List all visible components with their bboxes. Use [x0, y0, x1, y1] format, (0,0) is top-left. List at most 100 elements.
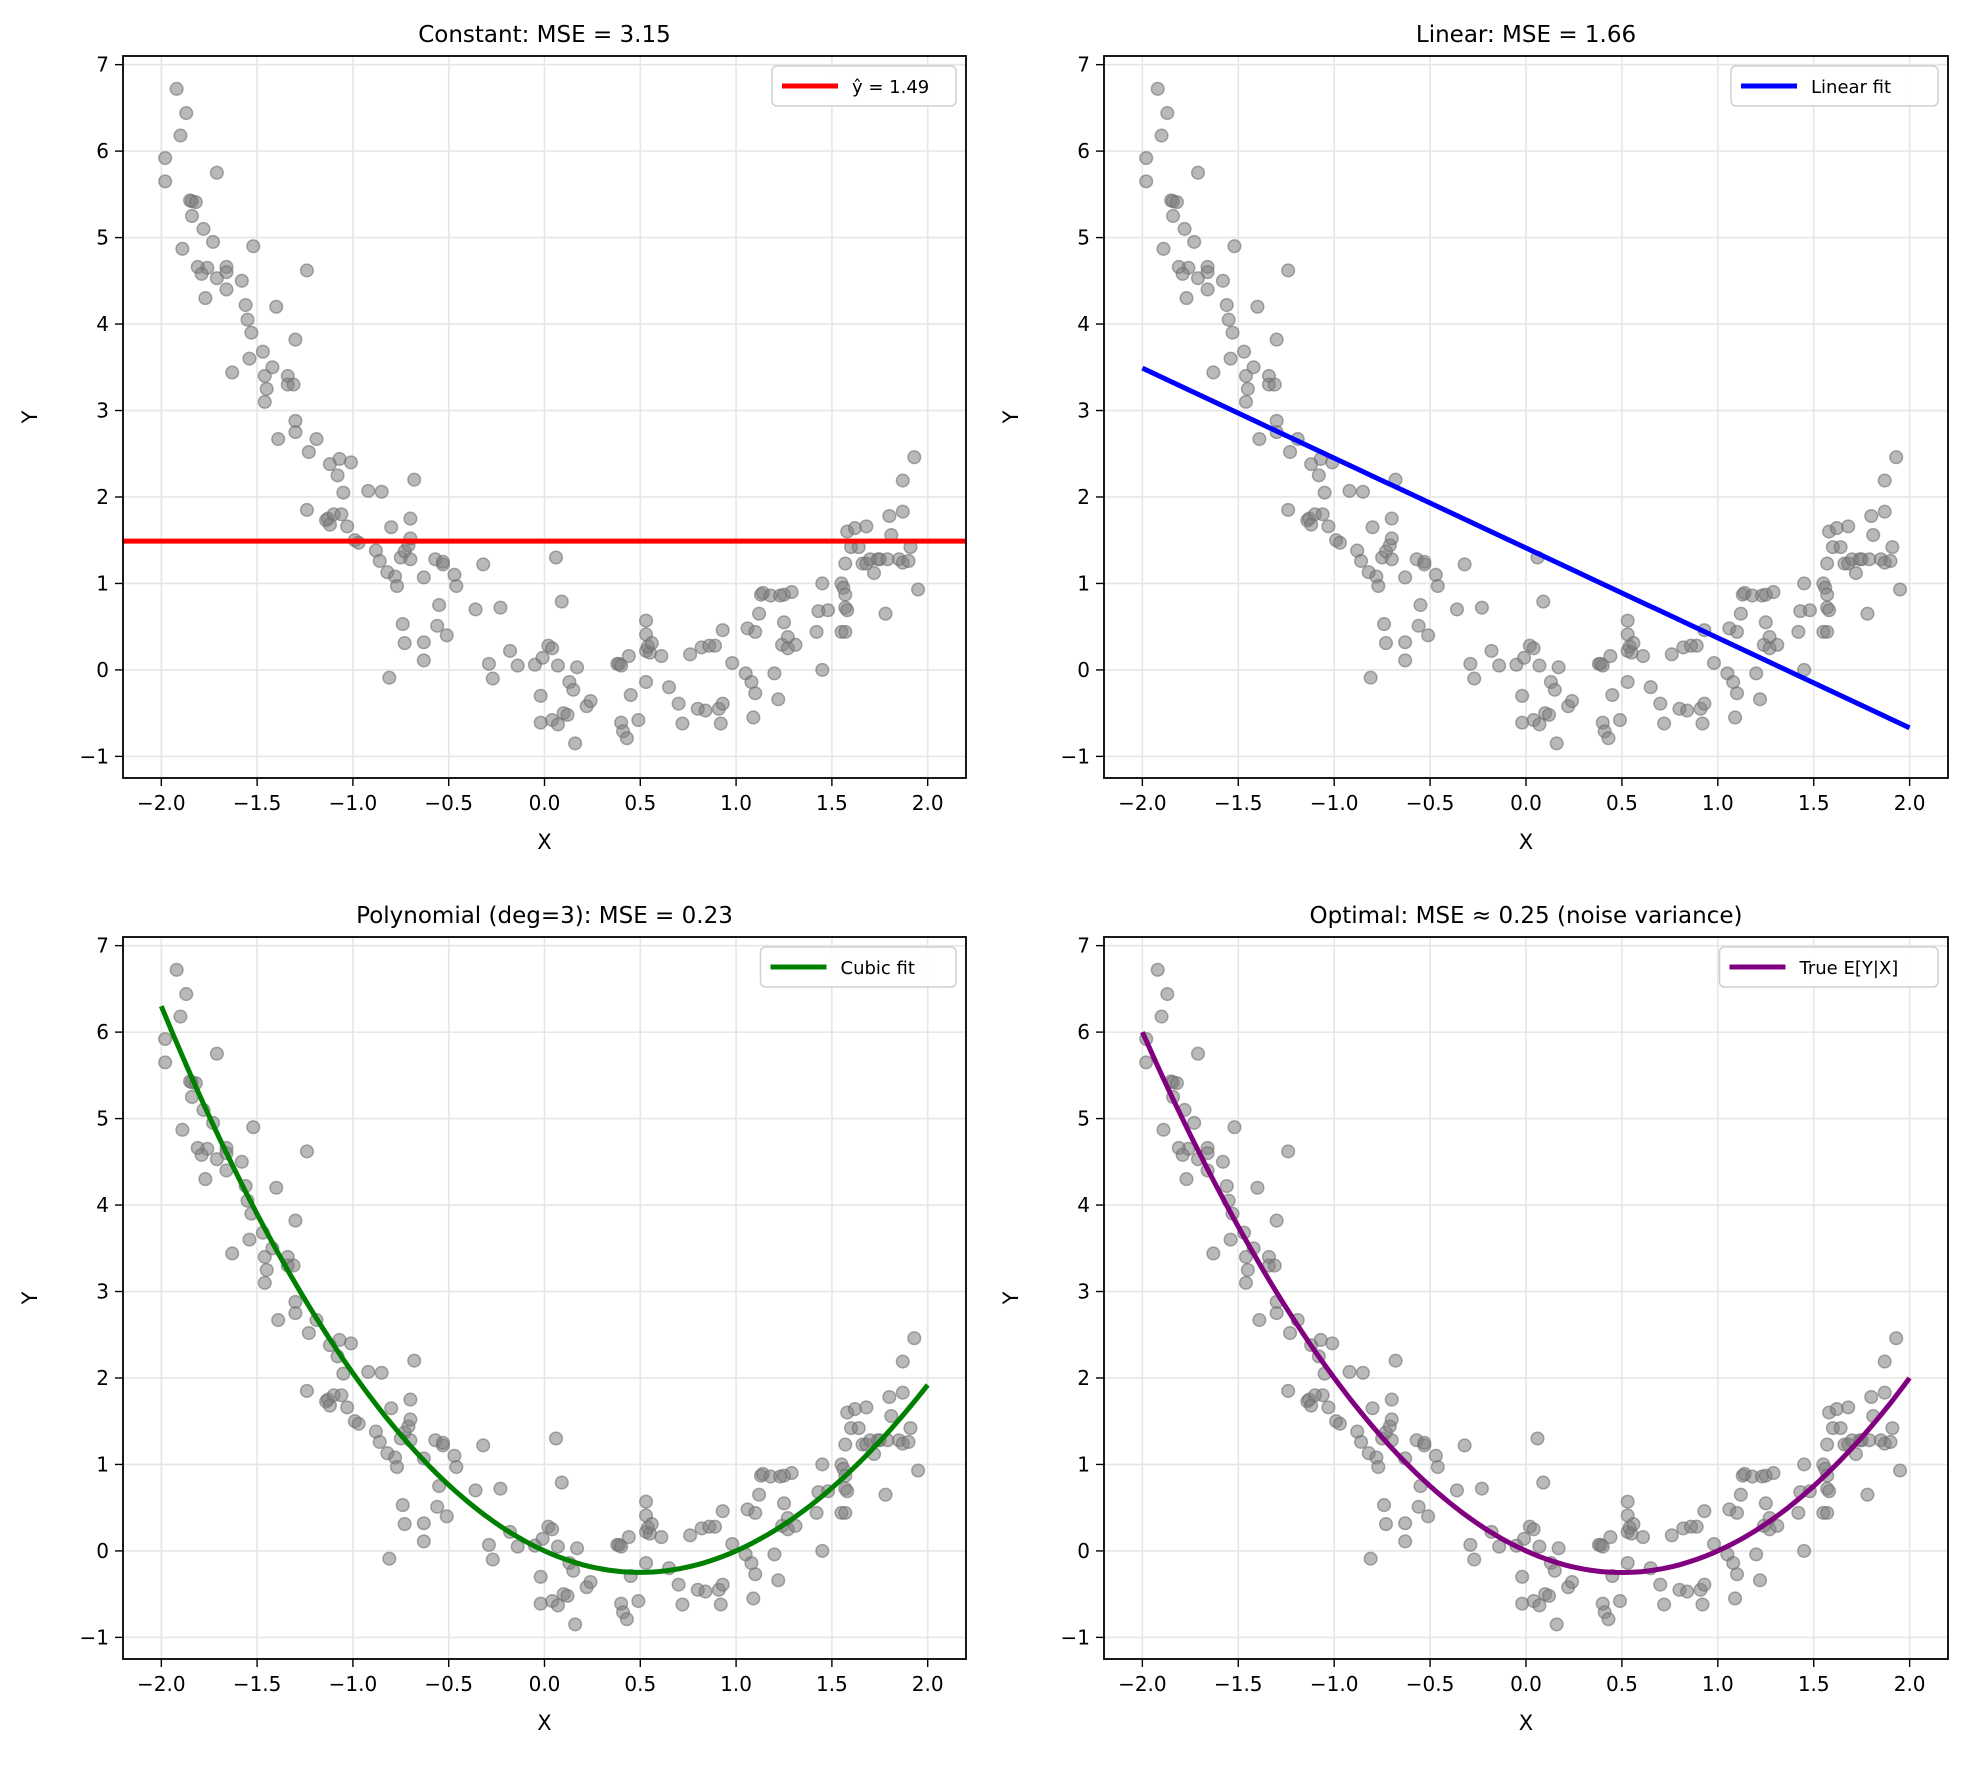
data-point: [476, 1438, 491, 1453]
x-tick-label: 1.5: [816, 791, 848, 815]
data-point: [1517, 650, 1532, 665]
data-point: [1421, 628, 1436, 643]
data-point: [1541, 707, 1557, 722]
data-point: [1384, 1412, 1399, 1427]
data-point: [1206, 1246, 1221, 1261]
data-point: [1175, 266, 1190, 281]
y-tick-label: 2: [96, 485, 109, 509]
data-point: [707, 1519, 723, 1534]
data-point: [560, 707, 575, 722]
data-point: [439, 1509, 454, 1524]
data-point: [840, 603, 855, 618]
data-point: [752, 1487, 767, 1502]
data-point: [550, 1539, 565, 1554]
data-point: [1223, 351, 1238, 366]
data-point: [449, 1459, 464, 1475]
data-point: [158, 174, 173, 189]
data-point: [1215, 273, 1230, 288]
data-point: [205, 234, 221, 249]
legend-label: True E[Y|X]: [1799, 958, 1899, 979]
data-point: [884, 1408, 899, 1424]
x-axis-label: X: [537, 830, 551, 854]
data-point: [1417, 554, 1432, 569]
data-point: [1620, 613, 1635, 628]
data-point: [788, 637, 803, 652]
data-point: [1353, 553, 1369, 569]
data-point: [1766, 1466, 1781, 1481]
data-point: [416, 635, 431, 650]
data-point: [815, 576, 830, 591]
data-point: [1219, 297, 1234, 313]
x-tick-label: −1.0: [1310, 791, 1359, 815]
data-point: [776, 1496, 792, 1511]
data-point: [1156, 241, 1171, 256]
data-point: [1413, 598, 1428, 613]
legend-box: [1718, 946, 1939, 988]
data-point: [1252, 1312, 1267, 1328]
y-tick-label: 6: [96, 139, 109, 163]
data-point: [1603, 1530, 1618, 1545]
data-point: [288, 1213, 303, 1228]
data-point: [698, 1584, 713, 1599]
fit-line: [1140, 1031, 1912, 1576]
data-point: [1150, 81, 1165, 96]
data-point: [748, 624, 763, 639]
data-point: [301, 444, 316, 460]
data-point: [1892, 582, 1908, 597]
legend: ŷ = 1.49: [771, 65, 957, 107]
data-point: [1829, 521, 1844, 536]
data-point: [242, 351, 257, 366]
legend-box: [1730, 65, 1939, 107]
data-point: [1313, 1332, 1328, 1347]
x-tick-label: 1.0: [1702, 1672, 1734, 1696]
data-point: [1463, 1537, 1478, 1552]
y-tick-label: −1: [80, 1625, 109, 1649]
data-point: [468, 1483, 483, 1498]
data-point: [901, 1434, 916, 1450]
data-point: [288, 425, 303, 440]
legend: True E[Y|X]: [1718, 946, 1939, 988]
data-point: [1620, 1555, 1635, 1571]
data-point: [1664, 647, 1679, 662]
data-point: [259, 381, 274, 396]
data-point: [1729, 624, 1745, 639]
data-point: [1190, 165, 1206, 180]
subplot-2: −2.0 −1.5 −1.0 −0.5 0.0 0.5 1.0 1.5 2.0 −1 0 1 2 3 4 5 6…: [999, 22, 1949, 854]
x-tick-label: 0.0: [529, 791, 561, 815]
data-point: [1398, 570, 1413, 585]
y-axis-label: Y: [999, 410, 1023, 424]
data-point: [334, 507, 349, 522]
data-point: [1269, 1306, 1284, 1321]
data-point: [847, 521, 862, 536]
data-point: [1139, 1055, 1154, 1070]
data-point: [683, 647, 698, 662]
data-point: [1353, 1434, 1369, 1450]
data-point: [1620, 1494, 1635, 1509]
data-point: [435, 1435, 451, 1450]
data-point: [1166, 208, 1181, 224]
data-point: [638, 1555, 654, 1571]
data-point: [776, 615, 792, 630]
data-point: [1492, 1539, 1507, 1554]
data-point: [1885, 540, 1900, 555]
data-point: [638, 613, 654, 628]
data-point: [550, 658, 565, 673]
data-point: [447, 1448, 462, 1463]
y-tick-label: 2: [1077, 1366, 1090, 1390]
data-point: [1829, 1402, 1844, 1417]
data-point: [1187, 234, 1202, 249]
data-point: [1797, 1457, 1812, 1472]
subplot-title: Polynomial (deg=3): MSE = 0.23: [356, 903, 733, 929]
data-point: [198, 1172, 213, 1187]
data-point: [550, 717, 565, 732]
data-point: [1238, 1275, 1253, 1290]
data-point: [715, 1504, 730, 1519]
data-point: [397, 1517, 412, 1532]
data-point: [821, 603, 836, 618]
data-point: [1515, 715, 1530, 730]
subplot-title: Constant: MSE = 3.15: [418, 22, 671, 48]
data-point: [644, 636, 659, 651]
data-point: [334, 1388, 349, 1403]
data-point: [533, 1596, 548, 1611]
y-axis-label: Y: [18, 410, 42, 424]
